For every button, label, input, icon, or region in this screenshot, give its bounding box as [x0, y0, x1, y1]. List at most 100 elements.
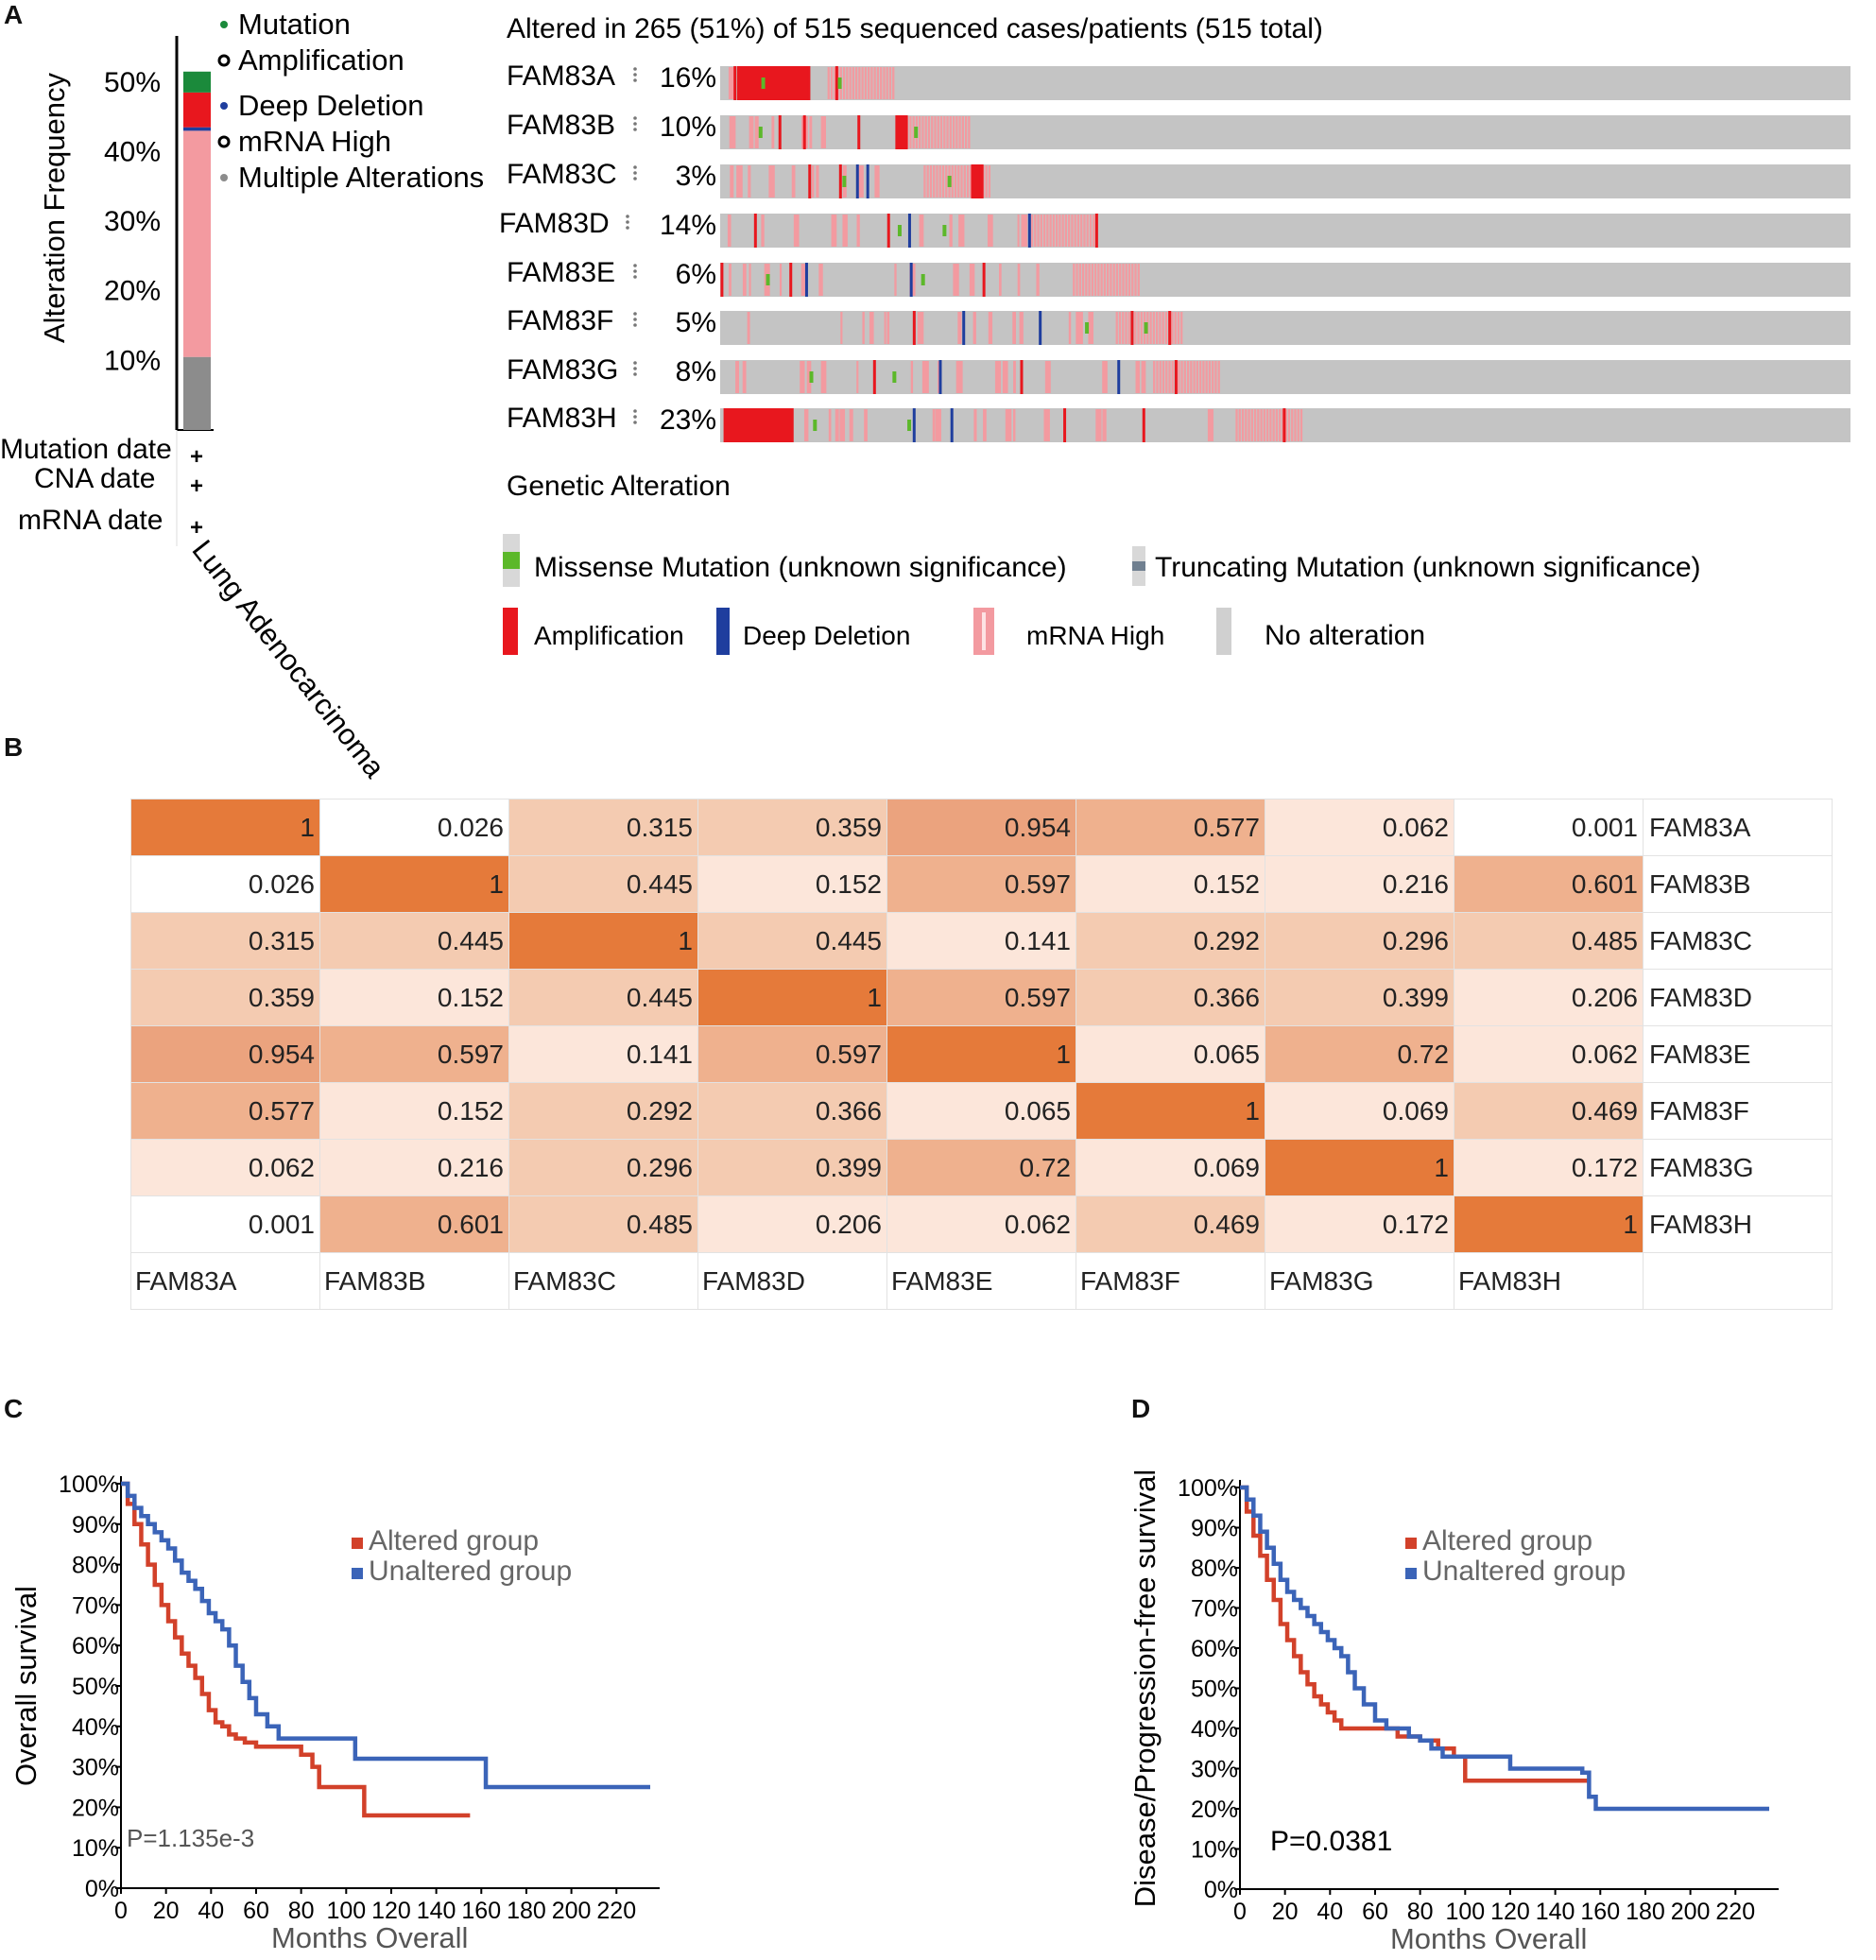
gene-label: FAM83E	[507, 257, 615, 288]
matrix-row: 0.001 0.601 0.485 0.206 0.062 0.469 0.172 1 FAM8…	[130, 1195, 1833, 1253]
matrix-cell: 0.315	[508, 799, 698, 856]
matrix-cell: 1	[130, 799, 320, 856]
matrix-cell: 0.206	[697, 1195, 887, 1253]
matrix-cell: 0.069	[1076, 1139, 1265, 1196]
matrix-row: 0.954 0.597 0.141 0.597 1 0.065 0.72 0.062 FAM83…	[130, 1025, 1833, 1083]
panel-letter-a: A	[4, 0, 24, 29]
survival-curve-altered	[121, 1481, 471, 1818]
legend-label: Unaltered group	[369, 1556, 572, 1587]
matrix-cell: 1	[1076, 1082, 1265, 1140]
y-tick-label: 70%	[1191, 1596, 1238, 1623]
genetic-alteration-title: Genetic Alteration	[507, 471, 731, 502]
x-tick-label: 120	[371, 1898, 411, 1924]
matrix-row-label: FAM83B	[1643, 855, 1833, 913]
x-tick-label: 60	[1362, 1899, 1388, 1925]
matrix-col-label: FAM83D	[697, 1252, 887, 1310]
km-plot-overall-survival: 0% 10% 20% 30% 40% 50% 60% 70% 80% 90% 100% 0 20 40 60…	[9, 1471, 660, 1954]
data-type-label: Mutation date	[0, 434, 172, 465]
matrix-row-label: FAM83F	[1643, 1082, 1833, 1140]
matrix-row: 0.359 0.152 0.445 1 0.597 0.366 0.399 0.206 FAM8…	[130, 969, 1833, 1026]
gene-label: FAM83D	[499, 208, 610, 239]
matrix-col-label: FAM83A	[130, 1252, 320, 1310]
matrix-cell: 0.001	[1454, 799, 1644, 856]
missense-swatch	[503, 552, 520, 569]
track-background	[720, 263, 1850, 297]
x-tick-label: 100	[1445, 1899, 1485, 1925]
matrix-cell: 0.485	[508, 1195, 698, 1253]
x-tick-label: 0	[114, 1898, 128, 1924]
matrix-cell: 0.577	[130, 1082, 320, 1140]
matrix-cell: 0.72	[886, 1139, 1076, 1196]
matrix-cell: 0.062	[1265, 799, 1454, 856]
legend-dot	[220, 21, 228, 28]
matrix-cell: 0.206	[1454, 969, 1644, 1026]
gene-label: FAM83B	[507, 110, 615, 141]
matrix-cell: 0.359	[130, 969, 320, 1026]
matrix-cell: 1	[886, 1025, 1076, 1083]
matrix-cell: 0.172	[1454, 1139, 1644, 1196]
matrix-cell: 0.597	[697, 1025, 887, 1083]
matrix-cell: 0.152	[319, 969, 509, 1026]
track-background	[720, 311, 1850, 345]
matrix-cell: 0.296	[1265, 912, 1454, 970]
y-axis-label: Alteration Frequency	[38, 72, 71, 343]
legend-swatch	[1405, 1568, 1417, 1579]
matrix-cell: 0.366	[697, 1082, 887, 1140]
x-tick-label: 180	[1626, 1899, 1665, 1925]
matrix-cell: 0.216	[1265, 855, 1454, 913]
y-tick-label: 60%	[72, 1633, 119, 1659]
x-tick-label: 180	[507, 1898, 546, 1924]
matrix-cell: 0.069	[1265, 1082, 1454, 1140]
gene-percent: 14%	[660, 210, 716, 241]
matrix-cell: 0.062	[1454, 1025, 1644, 1083]
oncoprint-tracks: FAM83A 16% FAM83B 10% FAM83C 3% FAM83D 14% FAM83…	[499, 60, 1850, 442]
y-tick-label: 50%	[72, 1674, 119, 1700]
matrix-row: 0.577 0.152 0.292 0.366 0.065 1 0.069 0.469 FAM8…	[130, 1082, 1833, 1140]
y-tick-label: 50%	[104, 67, 161, 98]
gene-percent: 5%	[676, 307, 716, 338]
matrix-cell: 0.366	[1076, 969, 1265, 1026]
gene-percent: 6%	[676, 259, 716, 290]
legend-label: Unaltered group	[1422, 1556, 1626, 1587]
legend-no-alteration: No alteration	[1265, 620, 1425, 651]
matrix-cell: 0.141	[886, 912, 1076, 970]
gene-percent: 8%	[676, 356, 716, 387]
truncating-swatch	[1132, 561, 1145, 571]
track-background	[720, 360, 1850, 394]
matrix-cell: 1	[508, 912, 698, 970]
matrix-cell: 0.445	[508, 855, 698, 913]
y-tick-label: 30%	[72, 1755, 119, 1781]
matrix-cell: 0.445	[508, 969, 698, 1026]
y-tick-label: 40%	[104, 136, 161, 167]
matrix-col-label: FAM83B	[319, 1252, 509, 1310]
legend-missense: Missense Mutation (unknown significance)	[534, 552, 1067, 583]
matrix-cell: 0.72	[1265, 1025, 1454, 1083]
matrix-row-label: FAM83H	[1643, 1195, 1833, 1253]
no-alteration-swatch	[1216, 608, 1231, 655]
matrix-row-label: FAM83G	[1643, 1139, 1833, 1196]
data-type-marker: +	[190, 473, 203, 499]
matrix-row: 0.062 0.216 0.296 0.399 0.72 0.069 1 0.172 FAM83…	[130, 1139, 1833, 1196]
bar-segment-amplification	[183, 92, 211, 128]
legend-swatch	[1405, 1538, 1417, 1549]
x-tick-label: 120	[1490, 1899, 1530, 1925]
gene-percent: 23%	[660, 404, 716, 436]
matrix-cell: 1	[1454, 1195, 1644, 1253]
bar-segment-mrna-high	[183, 130, 211, 357]
y-tick-label: 100%	[59, 1471, 119, 1498]
matrix-cell: 0.216	[319, 1139, 509, 1196]
x-tick-label: 200	[1671, 1899, 1711, 1925]
y-ticks: 50% 40% 30% 20% 10%	[104, 67, 161, 377]
matrix-column-labels: FAM83A FAM83B FAM83C FAM83D FAM83E FAM83F FAM8…	[130, 1252, 1833, 1310]
matrix-cell: 0.026	[319, 799, 509, 856]
gene-label: FAM83H	[507, 403, 617, 434]
y-tick-label: 80%	[1191, 1556, 1238, 1582]
survival-curve-unaltered	[1240, 1485, 1769, 1812]
track-background	[720, 115, 1850, 149]
matrix-cell: 0.152	[1076, 855, 1265, 913]
data-type-marker: +	[190, 444, 203, 470]
y-tick-label: 20%	[104, 276, 161, 307]
matrix-cell: 0.954	[886, 799, 1076, 856]
data-type-rows: Mutation date + CNA date + mRNA date +	[0, 434, 203, 541]
legend-truncating: Truncating Mutation (unknown significanc…	[1155, 552, 1701, 583]
